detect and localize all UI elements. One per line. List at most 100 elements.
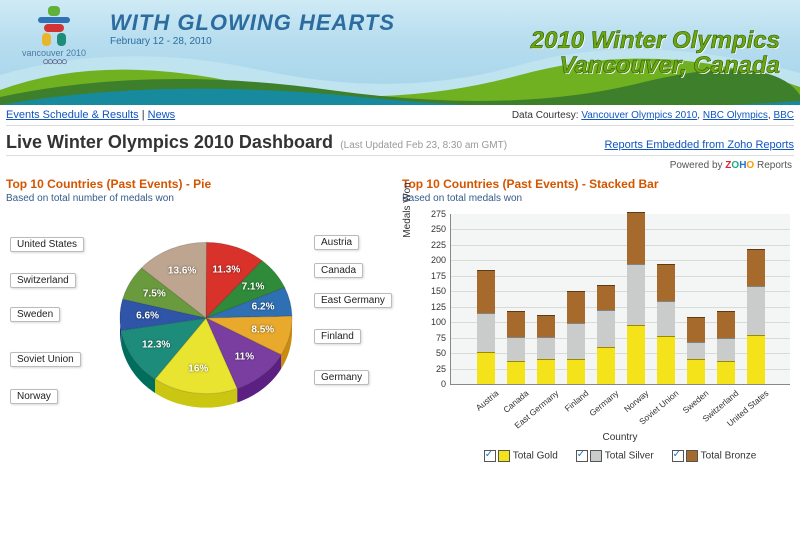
inukshuk-icon [32,6,76,46]
page-title: Live Winter Olympics 2010 Dashboard [6,132,333,152]
link-nbc-olympics[interactable]: NBC Olympics [703,110,768,121]
bar-segment [537,337,555,359]
pie-subtitle: Based on total number of medals won [6,193,394,204]
links-bar: Events Schedule & Results | News Data Co… [0,105,800,123]
links-right: Data Courtesy: Vancouver Olympics 2010, … [512,110,794,121]
pie-country-label: East Germany [314,293,392,308]
bar-segment [687,359,705,384]
divider [6,125,794,126]
bar-stack [747,249,765,384]
checkbox-icon[interactable] [576,450,588,462]
bar-segment [477,270,495,313]
link-vancouver-olympics[interactable]: Vancouver Olympics 2010 [581,110,697,121]
legend-item[interactable]: Total Gold [484,450,558,462]
divider [6,155,794,156]
link-events-schedule[interactable]: Events Schedule & Results [6,109,139,121]
bar-ytick: 25 [402,364,446,374]
bar-segment [597,310,615,346]
pie-pct-label: 6.2% [252,301,275,312]
legend-item[interactable]: Total Silver [576,450,654,462]
courtesy-prefix: Data Courtesy: [512,110,579,121]
bar-segment [507,311,525,337]
bar-title: Top 10 Countries (Past Events) - Stacked… [402,177,794,191]
bar-ytick: 75 [402,333,446,343]
bar-stack [657,264,675,384]
bar-segment [747,286,765,335]
link-news[interactable]: News [148,109,176,121]
bar-ytick: 275 [402,209,446,219]
pie-pct-label: 11.3% [212,264,240,275]
bar-segment [657,301,675,336]
bar-ytick: 0 [402,379,446,389]
bar-segment [687,317,705,342]
bar-stack [687,317,705,384]
bar-panel: Top 10 Countries (Past Events) - Stacked… [402,177,794,470]
bar-ytick: 125 [402,302,446,312]
bar-stack [627,212,645,384]
checkbox-icon[interactable] [672,450,684,462]
bar-ytick: 250 [402,224,446,234]
bar-segment [597,347,615,384]
bar-segment [717,361,735,384]
pie-country-label: Soviet Union [10,352,81,367]
pie-pct-label: 16% [188,364,208,375]
bar-segment [507,361,525,384]
banner-tagline-block: WITH GLOWING HEARTS February 12 - 28, 20… [110,10,395,47]
bar-segment [567,359,585,384]
bar-segment [717,311,735,338]
bar-segment [477,352,495,384]
links-left: Events Schedule & Results | News [6,109,175,121]
pie-country-label: United States [10,237,84,252]
bar-segment [687,342,705,359]
bar-stack [717,311,735,384]
bar-chart: Medals Won Country Total GoldTotal Silve… [402,210,794,470]
bar-legend: Total Gold Total Silver Total Bronze [450,450,790,462]
bar-stack [597,285,615,384]
banner-headline: 2010 Winter Olympics Vancouver, Canada [531,28,780,78]
bar-stack [507,311,525,384]
pie-pct-label: 8.5% [251,325,274,336]
bar-subtitle: Based on total medals won [402,193,794,204]
banner-dates: February 12 - 28, 2010 [110,36,395,47]
bar-stack [477,270,495,384]
bar-segment [627,325,645,384]
pie-country-label: Germany [314,370,369,385]
charts-row: Top 10 Countries (Past Events) - Pie Bas… [0,177,800,478]
bar-segment [537,315,555,337]
bar-ytick: 175 [402,271,446,281]
link-zoho-reports[interactable]: Reports Embedded from Zoho Reports [604,139,794,151]
checkbox-icon[interactable] [484,450,496,462]
bar-xlabel: Country [450,432,790,443]
pie-pct-label: 7.1% [242,282,265,293]
bar-segment [657,336,675,384]
olympics-logo: vancouver 2010 ○○○○○ [10,6,98,68]
bar-segment [747,249,765,285]
bar-stack [567,291,585,384]
bar-segment [507,337,525,360]
pie-country-label: Canada [314,263,363,278]
pie-pct-label: 12.3% [142,339,170,350]
bar-ytick: 200 [402,255,446,265]
bar-segment [627,212,645,264]
bar-segment [567,323,585,358]
pie-pct-label: 6.6% [136,310,159,321]
pie-country-label: Austria [314,235,359,250]
bar-ytick: 150 [402,286,446,296]
pie-chart: 11.3% Austria 7.1% Canada 6.2% East Germany 8.… [6,210,394,460]
link-bbc[interactable]: BBC [773,110,794,121]
pie-country-label: Finland [314,329,361,344]
bar-segment [657,264,675,300]
bar-ytick: 100 [402,317,446,327]
banner-headline-2: Vancouver, Canada [531,53,780,78]
bar-segment [627,264,645,325]
bar-segment [717,338,735,361]
bar-ytick: 50 [402,348,446,358]
dashboard-header: Live Winter Olympics 2010 Dashboard (Las… [0,128,800,153]
bar-segment [747,335,765,384]
bar-stack [537,315,555,384]
legend-item[interactable]: Total Bronze [672,450,757,462]
last-updated: (Last Updated Feb 23, 8:30 am GMT) [340,140,507,151]
bar-segment [597,285,615,310]
bar-plot-area [450,214,790,385]
powered-by: Powered by ZOHO Reports [0,158,800,177]
